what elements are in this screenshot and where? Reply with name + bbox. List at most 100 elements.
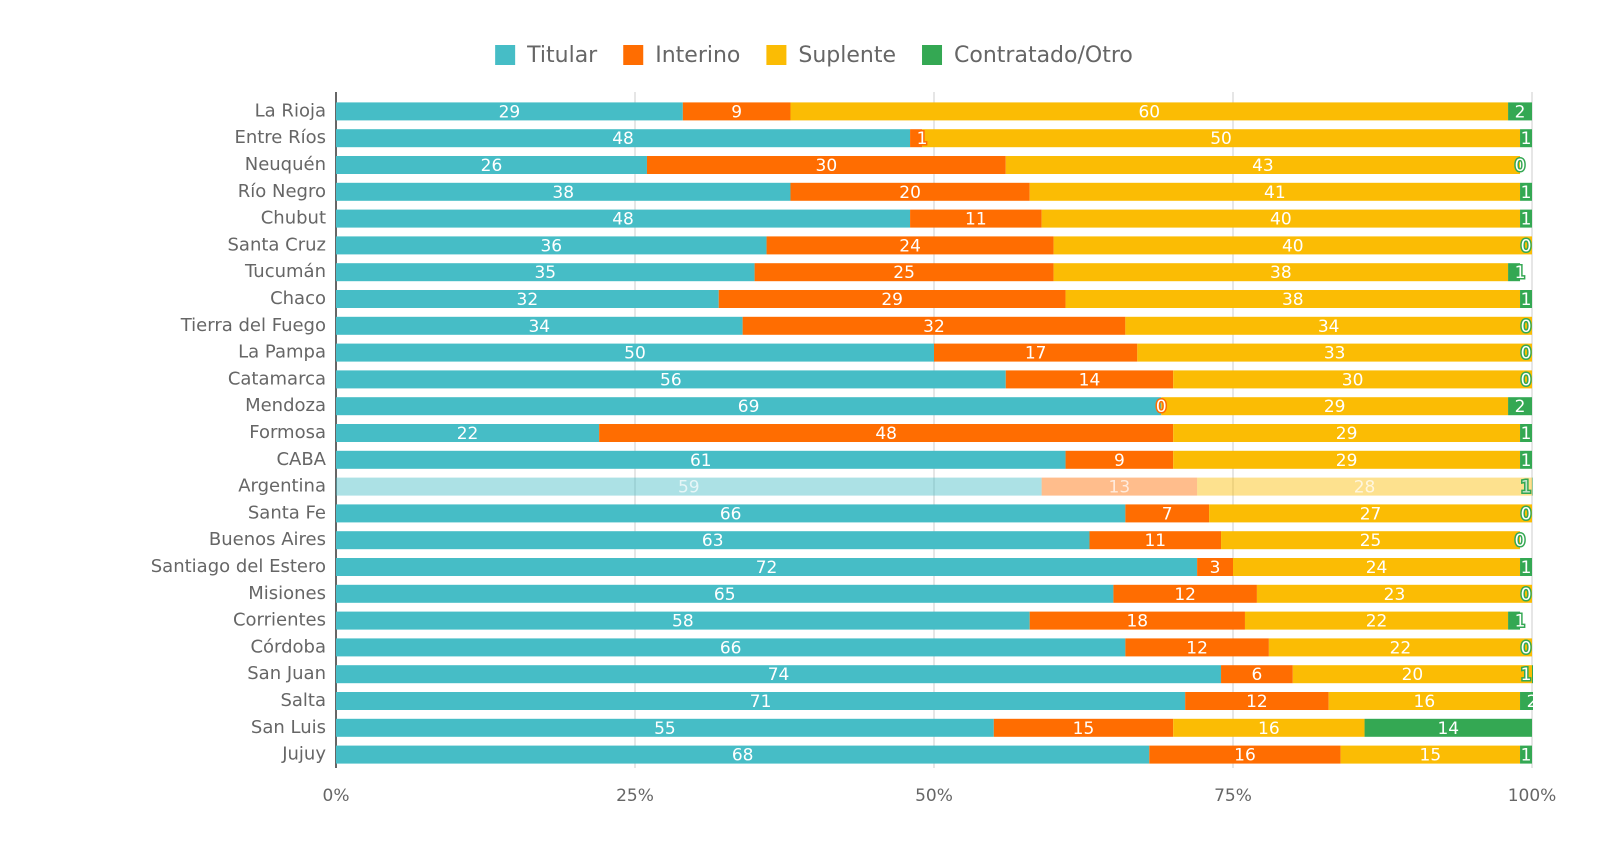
- data-label: 0: [1521, 504, 1532, 524]
- data-label: 48: [612, 129, 634, 149]
- data-label: 38: [1282, 290, 1304, 310]
- data-label: 40: [1282, 236, 1304, 256]
- data-label: 1: [1521, 665, 1532, 685]
- bar-segment: [742, 316, 1126, 335]
- bars: [336, 102, 1533, 764]
- data-label: 29: [1324, 397, 1346, 417]
- bar-segment: [599, 424, 1174, 442]
- data-label: 56: [660, 370, 682, 390]
- bar-segment: [1185, 692, 1329, 710]
- data-label: 50: [1210, 129, 1232, 149]
- data-label: 60: [1138, 102, 1160, 122]
- bar-segment: [646, 156, 1006, 174]
- data-label: 6: [1252, 665, 1263, 685]
- y-tick-label: Chubut: [261, 208, 326, 229]
- x-tick-label: 0%: [323, 786, 350, 806]
- data-label: 14: [1437, 719, 1459, 739]
- data-label: 68: [732, 746, 754, 766]
- data-label: 61: [690, 451, 712, 471]
- bar-segment: [1197, 558, 1233, 576]
- data-label: 3: [1210, 558, 1221, 578]
- bar-segment: [1065, 450, 1174, 469]
- data-label: 13: [1109, 478, 1131, 498]
- y-tick-label: Santa Cruz: [228, 234, 327, 255]
- x-tick-label: 100%: [1508, 786, 1557, 806]
- legend-swatch: [623, 45, 644, 65]
- data-label: 0: [1515, 531, 1526, 551]
- y-tick-label: Buenos Aires: [209, 529, 326, 550]
- bar-segment: [682, 102, 791, 121]
- bar-segment: [336, 316, 743, 335]
- bar-segment: [1137, 343, 1532, 362]
- data-label: 29: [881, 290, 903, 310]
- bar-segment: [1065, 290, 1521, 308]
- bar-segment: [1029, 182, 1521, 201]
- data-label: 63: [702, 531, 724, 551]
- legend-label: Suplente: [798, 43, 896, 68]
- y-tick-label: Santa Fe: [248, 502, 326, 523]
- data-label: 32: [517, 290, 539, 310]
- bar-segment: [336, 102, 683, 121]
- legend-swatch: [495, 45, 516, 65]
- y-tick-label: Tierra del Fuego: [180, 315, 326, 336]
- data-label: 24: [1366, 558, 1388, 578]
- legend-label: Contratado/Otro: [954, 43, 1133, 68]
- bar-segment: [336, 182, 791, 201]
- data-label: 20: [899, 183, 921, 203]
- data-label: 0: [1521, 236, 1532, 256]
- data-label: 65: [714, 585, 736, 605]
- data-label: 18: [1126, 612, 1148, 632]
- data-label: 15: [1420, 746, 1442, 766]
- x-tick-label: 50%: [915, 786, 953, 806]
- bar-segment: [336, 450, 1066, 469]
- data-label: 69: [738, 397, 760, 417]
- y-tick-label: Catamarca: [228, 368, 326, 389]
- data-label: 0: [1515, 156, 1526, 176]
- data-label: 20: [1402, 665, 1424, 685]
- y-tick-label: Corrientes: [233, 610, 326, 631]
- data-label: 28: [1354, 478, 1376, 498]
- data-label: 1: [1521, 478, 1532, 498]
- data-label: 66: [720, 504, 742, 524]
- bar-segment: [1173, 424, 1521, 442]
- bar-segment: [336, 129, 911, 148]
- y-tick-label: Tucumán: [244, 261, 326, 282]
- bar-segment: [1125, 638, 1269, 657]
- data-label: 1: [1515, 612, 1526, 632]
- data-label: 25: [1360, 531, 1382, 551]
- bar-segment: [1005, 156, 1521, 174]
- data-label: 1: [917, 129, 928, 149]
- data-label: 1: [1521, 210, 1532, 230]
- data-label: 38: [552, 183, 574, 203]
- data-label: 1: [1521, 424, 1532, 444]
- bar-segment: [1173, 718, 1365, 737]
- bar-segment: [1520, 209, 1532, 228]
- data-label: 30: [816, 156, 838, 176]
- data-label: 40: [1270, 210, 1292, 230]
- bar-segment: [336, 611, 1030, 630]
- data-label: 16: [1234, 746, 1256, 766]
- bar-segment: [1149, 745, 1341, 764]
- bar-segment: [336, 397, 1162, 416]
- bar-segment: [1520, 424, 1532, 442]
- y-tick-label: La Rioja: [255, 100, 326, 121]
- bar-segment: [910, 209, 1042, 228]
- data-label: 0: [1521, 317, 1532, 337]
- data-label: 43: [1252, 156, 1274, 176]
- data-label: 15: [1073, 719, 1095, 739]
- data-label: 27: [1360, 504, 1382, 524]
- data-label: 48: [875, 424, 897, 444]
- bar-segment: [1041, 209, 1521, 228]
- bar-segment: [1089, 531, 1222, 550]
- data-label: 0: [1521, 344, 1532, 364]
- legend-label: Interino: [655, 43, 740, 68]
- bar-segment: [336, 477, 1042, 496]
- data-label: 7: [1162, 504, 1173, 524]
- data-label: 22: [457, 424, 479, 444]
- bar-segment: [1125, 504, 1210, 523]
- bar-segment: [934, 343, 1138, 362]
- bar-segment: [1520, 745, 1532, 764]
- y-tick-label: Chaco: [270, 288, 326, 309]
- bar-segment: [922, 129, 1521, 148]
